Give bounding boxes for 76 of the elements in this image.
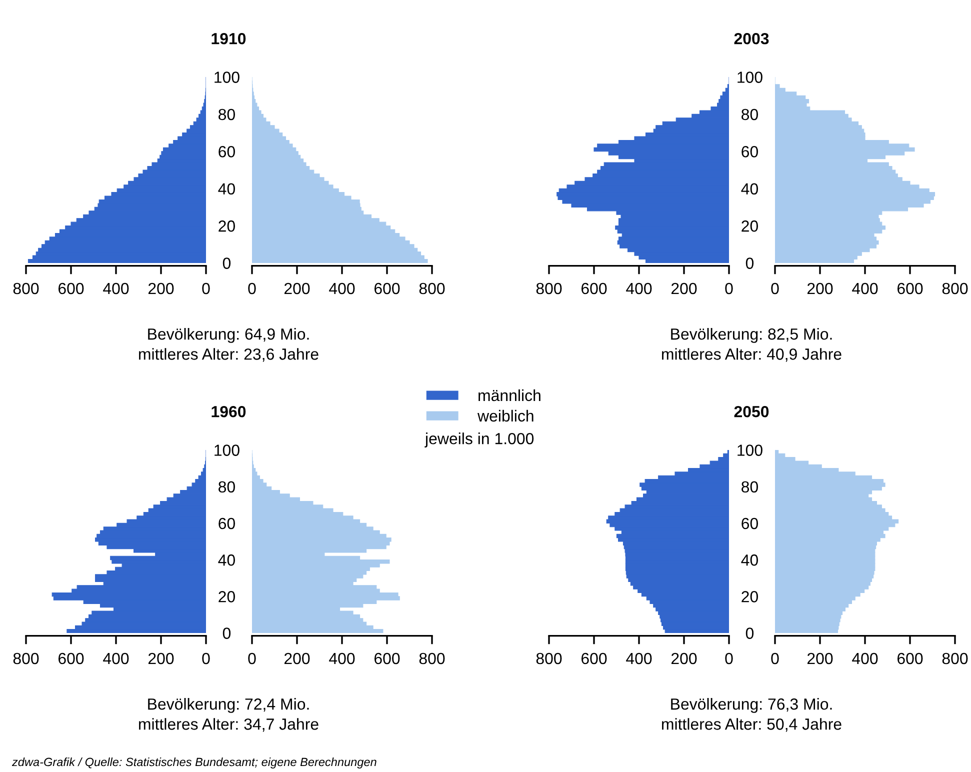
y-tick-label: 20	[218, 220, 235, 232]
y-tick-label: 80	[742, 108, 758, 120]
x-tick-label: 200	[671, 282, 697, 294]
x-tick-label: 400	[103, 282, 129, 294]
text: Bevölkerung: 82,5 Mio. mittleres Alter: 40,9 Jahre	[662, 328, 842, 362]
y-tick-label: 20	[742, 591, 758, 602]
chart-title: 2003	[734, 32, 769, 44]
x-tick-label: 0	[248, 652, 256, 664]
chart-title: 1910	[212, 32, 246, 44]
x-tick-label: 200	[671, 652, 697, 664]
x-tick-label: 600	[58, 282, 84, 294]
x-tick-label: 600	[374, 652, 400, 664]
chart-title: 2050	[734, 406, 769, 418]
x-tick-label: 200	[148, 282, 174, 294]
y-tick-label: 0	[746, 628, 754, 639]
y-tick-label: 80	[742, 481, 758, 493]
x-tick-label: 0	[771, 652, 779, 664]
x-tick-label: 400	[329, 282, 355, 294]
x-tick-label: 800	[536, 652, 562, 664]
x-tick-label: 800	[419, 282, 445, 294]
x-tick-label: 600	[58, 652, 84, 664]
y-tick-label: 80	[218, 481, 235, 493]
y-tick-label: 60	[218, 518, 235, 530]
x-tick-label: 600	[581, 652, 607, 664]
y-tick-label: 100	[738, 444, 762, 456]
y-tick-label: 100	[214, 72, 240, 83]
y-tick-label: 60	[742, 146, 758, 158]
x-tick-label: 800	[13, 282, 39, 294]
y-tick-label: 40	[741, 183, 758, 195]
x-tick-label: 800	[13, 652, 39, 664]
x-tick-label: 0	[725, 652, 733, 664]
x-tick-label: 600	[374, 282, 400, 294]
y-tick-label: 40	[218, 554, 235, 566]
y-tick-label: 60	[218, 146, 235, 158]
y-tick-label: 0	[746, 258, 754, 269]
text: jeweils in 1.000	[424, 432, 534, 448]
x-tick-label: 400	[329, 652, 355, 664]
y-tick-label: 100	[738, 72, 762, 83]
x-tick-label: 0	[725, 282, 733, 294]
y-tick-label: 60	[742, 518, 758, 530]
x-tick-label: 0	[771, 282, 779, 294]
x-tick-label: 0	[202, 282, 210, 294]
x-tick-label: 400	[852, 652, 878, 664]
x-tick-label: 200	[807, 282, 833, 294]
x-tick-label: 600	[897, 652, 923, 664]
x-tick-label: 400	[103, 652, 129, 664]
text: Bevölkerung: 64,9 Mio. mittleres Alter: 23,6 Jahre	[139, 328, 318, 362]
x-tick-label: 600	[581, 282, 607, 294]
y-tick-label: 0	[222, 628, 231, 639]
x-tick-label: 800	[942, 652, 968, 664]
x-tick-label: 200	[148, 652, 174, 664]
y-tick-label: 40	[741, 554, 758, 566]
x-tick-label: 400	[626, 282, 652, 294]
x-tick-label: 600	[897, 282, 923, 294]
x-tick-label: 200	[284, 652, 310, 664]
x-tick-label: 400	[626, 652, 652, 664]
y-tick-label: 20	[742, 220, 758, 232]
x-tick-label: 0	[202, 652, 210, 664]
x-tick-label: 800	[942, 282, 968, 294]
y-tick-label: 0	[222, 258, 231, 269]
x-tick-label: 800	[419, 652, 445, 664]
text: Bevölkerung: 76,3 Mio. mittleres Alter: 50,4 Jahre	[662, 698, 842, 732]
x-tick-label: 200	[284, 282, 310, 294]
legend-label: männlich	[478, 389, 540, 402]
y-tick-label: 20	[218, 591, 235, 602]
x-tick-label: 200	[807, 652, 833, 664]
x-tick-label: 400	[852, 282, 878, 294]
y-tick-label: 40	[218, 183, 235, 195]
legend-label: weiblich	[477, 410, 534, 422]
chart-title: 1960	[212, 406, 246, 418]
x-tick-label: 0	[248, 282, 256, 294]
y-tick-label: 80	[218, 108, 235, 120]
text: zdwa-Grafik / Quelle: Statistisches Bundesamt; eigene Berechnungen	[12, 757, 376, 768]
x-tick-label: 800	[536, 282, 562, 294]
text: Bevölkerung: 72,4 Mio. mittleres Alter: 34,7 Jahre	[139, 698, 318, 732]
y-tick-label: 100	[214, 444, 240, 456]
